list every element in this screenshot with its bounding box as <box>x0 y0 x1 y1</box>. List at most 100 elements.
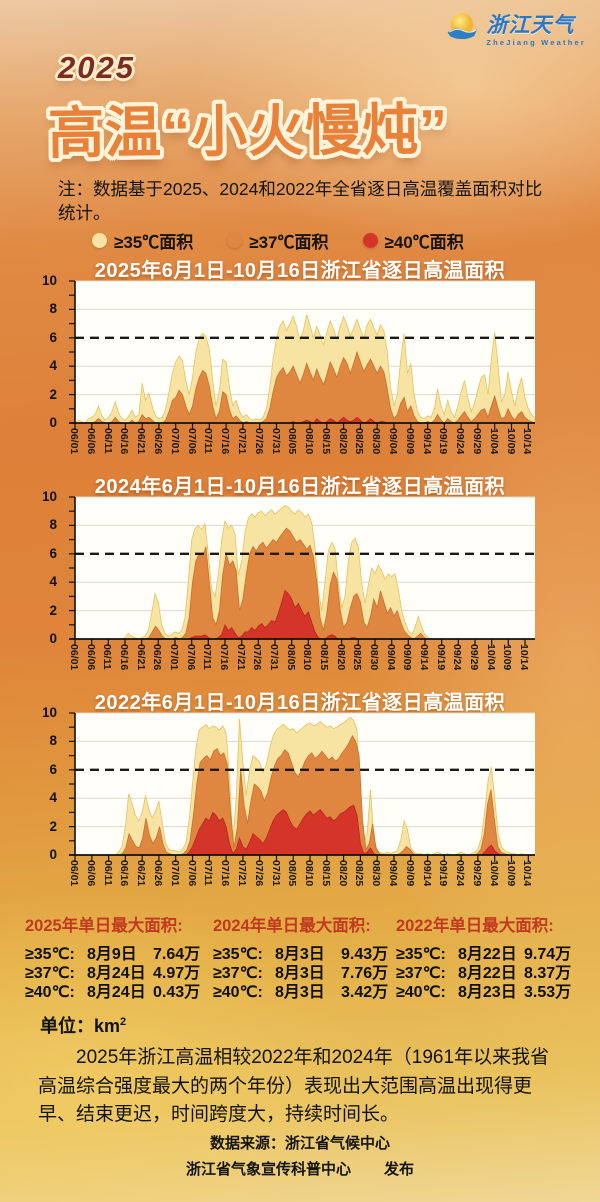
x-tick-label: 09/14 <box>420 860 433 887</box>
x-tick-label: 07/31 <box>269 860 282 887</box>
stat-threshold: ≥40℃: <box>25 984 75 1002</box>
stats-2022: 2022年单日最大面积: ≥35℃: 8月22日 9.74万 ≥37℃: 8月22日 8… <box>396 912 586 1003</box>
y-axis-labels: 0 2 4 6 8 10 <box>28 489 60 648</box>
stat-threshold: ≥35℃: <box>213 946 263 963</box>
stat-value: 9.74万 <box>524 946 572 963</box>
stat-date: 8月22日 <box>458 965 517 983</box>
stats-row: ≥35℃: 8月9日 7.64万 <box>25 945 215 964</box>
stat-date: 8月9日 <box>87 946 137 963</box>
stat-threshold: ≥37℃: <box>396 965 446 983</box>
stats-header: 2024年单日最大面积: <box>213 917 371 935</box>
x-tick-label: 07/31 <box>268 644 280 671</box>
stat-value: 3.53万 <box>524 984 572 1002</box>
x-tick-label: 06/21 <box>135 860 148 887</box>
stats-2025: 2025年单日最大面积: ≥35℃: 8月9日 7.64万 ≥37℃: 8月24日 4.… <box>25 912 215 1003</box>
x-tick-label: 06/01 <box>68 428 80 455</box>
x-tick-label: 10/04 <box>487 860 500 887</box>
y-tick-label: 4 <box>49 358 57 374</box>
year-badge: 2025 <box>58 50 135 85</box>
x-tick-label: 06/11 <box>101 428 114 454</box>
x-tick-label: 06/06 <box>84 428 97 455</box>
x-tick-label: 09/14 <box>420 428 433 455</box>
y-tick-label: 8 <box>49 733 57 749</box>
x-tick-label: 06/21 <box>135 428 148 455</box>
summary-paragraph: 2025年浙江高温相较2022年和2024年（1961年以来我省高温综合强度最大… <box>38 1047 550 1125</box>
stats-row: ≥37℃: 8月24日 4.97万 <box>25 964 215 983</box>
x-tick-label: 08/25 <box>353 860 366 887</box>
stat-threshold: ≥37℃: <box>25 965 75 983</box>
x-tick-label: 07/11 <box>201 644 214 670</box>
x-tick-label: 06/11 <box>101 860 114 886</box>
legend-item-37: ≥37℃面积 <box>227 228 329 253</box>
x-tick-label: 06/16 <box>118 428 131 455</box>
brand-name-en: ZheJiang Weather <box>486 37 586 47</box>
x-tick-label: 07/11 <box>202 428 215 454</box>
x-tick-label: 07/01 <box>168 860 181 887</box>
stat-date: 8月3日 <box>275 946 325 963</box>
x-tick-label: 10/04 <box>487 428 500 455</box>
x-tick-label: 10/09 <box>504 428 517 455</box>
x-tick-label: 09/19 <box>437 860 450 887</box>
unit-label: 单位：km2 <box>40 1016 127 1036</box>
stats-row: ≥40℃: 8月24日 0.43万 <box>25 983 215 1002</box>
x-tick-label: 09/09 <box>403 860 416 887</box>
stat-threshold: ≥37℃: <box>213 965 263 983</box>
stats-row: ≥37℃: 8月22日 8.37万 <box>396 964 586 983</box>
legend-label: ≥37℃面积 <box>249 233 329 252</box>
x-tick-label: 10/09 <box>504 860 517 887</box>
page-title: 高温“小火慢炖” <box>47 97 449 165</box>
x-tick-label: 09/09 <box>403 428 416 455</box>
legend-label: ≥35℃面积 <box>114 233 194 252</box>
legend-label: ≥40℃面积 <box>384 233 464 252</box>
stat-threshold: ≥40℃: <box>213 984 263 1002</box>
publisher-line: 浙江省气象宣传科普中心 发布 <box>0 1161 600 1179</box>
y-tick-label: 6 <box>49 545 57 561</box>
stat-value: 7.76万 <box>341 965 389 983</box>
x-tick-label: 07/16 <box>219 428 232 455</box>
x-axis-labels: 06/01 06/06 06/11 06/16 06/21 06/26 07/01 07/06… <box>65 858 545 910</box>
stats-header: 2022年单日最大面积: <box>396 917 554 935</box>
x-tick-label: 08/30 <box>370 860 383 887</box>
stat-date: 8月23日 <box>458 984 517 1002</box>
x-tick-label: 09/14 <box>418 644 430 671</box>
x-tick-label: 07/06 <box>185 428 198 455</box>
x-tick-label: 06/21 <box>134 644 147 671</box>
y-tick-label: 0 <box>49 847 57 862</box>
x-tick-label: 10/09 <box>501 644 514 671</box>
sun-wave-icon <box>444 10 480 51</box>
x-tick-label: 09/04 <box>387 860 399 887</box>
stat-date: 8月24日 <box>87 965 146 983</box>
x-tick-label: 06/01 <box>68 860 80 887</box>
stats-row: ≥37℃: 8月3日 7.76万 <box>213 964 403 983</box>
x-tick-label: 08/10 <box>303 860 315 887</box>
x-tick-label: 09/24 <box>451 644 464 671</box>
chart-2025: 2025年6月1日-10月16日浙江省逐日高温面积 0 2 4 6 8 10 06/01 0… <box>0 254 600 470</box>
chart-title: 2025年6月1日-10月16日浙江省逐日高温面积 <box>94 260 506 282</box>
stat-date: 8月22日 <box>458 946 517 963</box>
y-tick-label: 10 <box>41 273 57 288</box>
stats-2024: 2024年单日最大面积: ≥35℃: 8月3日 9.43万 ≥37℃: 8月3日 7.7… <box>213 912 403 1003</box>
y-tick-label: 10 <box>41 705 57 720</box>
x-tick-label: 09/09 <box>401 644 414 671</box>
x-tick-label: 09/19 <box>434 644 447 671</box>
x-tick-label: 07/31 <box>269 428 282 455</box>
x-tick-label: 07/26 <box>252 428 265 455</box>
x-tick-label: 08/05 <box>286 860 299 887</box>
chart-plot-area <box>65 712 535 864</box>
stat-value: 9.43万 <box>341 946 389 963</box>
y-tick-label: 0 <box>49 631 57 646</box>
y-tick-label: 2 <box>49 602 57 618</box>
x-tick-label: 10/04 <box>484 644 497 671</box>
x-tick-label: 10/14 <box>521 428 534 455</box>
y-tick-label: 2 <box>49 818 57 834</box>
legend-dot-40-icon <box>362 233 378 248</box>
x-tick-label: 06/26 <box>151 860 164 887</box>
x-tick-label: 06/06 <box>84 860 97 887</box>
stat-threshold: ≥35℃: <box>25 946 75 963</box>
stat-value: 3.42万 <box>341 984 389 1002</box>
x-tick-label: 08/10 <box>301 644 314 671</box>
x-tick-label: 08/30 <box>368 644 380 671</box>
x-tick-label: 06/26 <box>151 428 164 455</box>
chart-title: 2022年6月1日-10月16日浙江省逐日高温面积 <box>94 692 506 714</box>
